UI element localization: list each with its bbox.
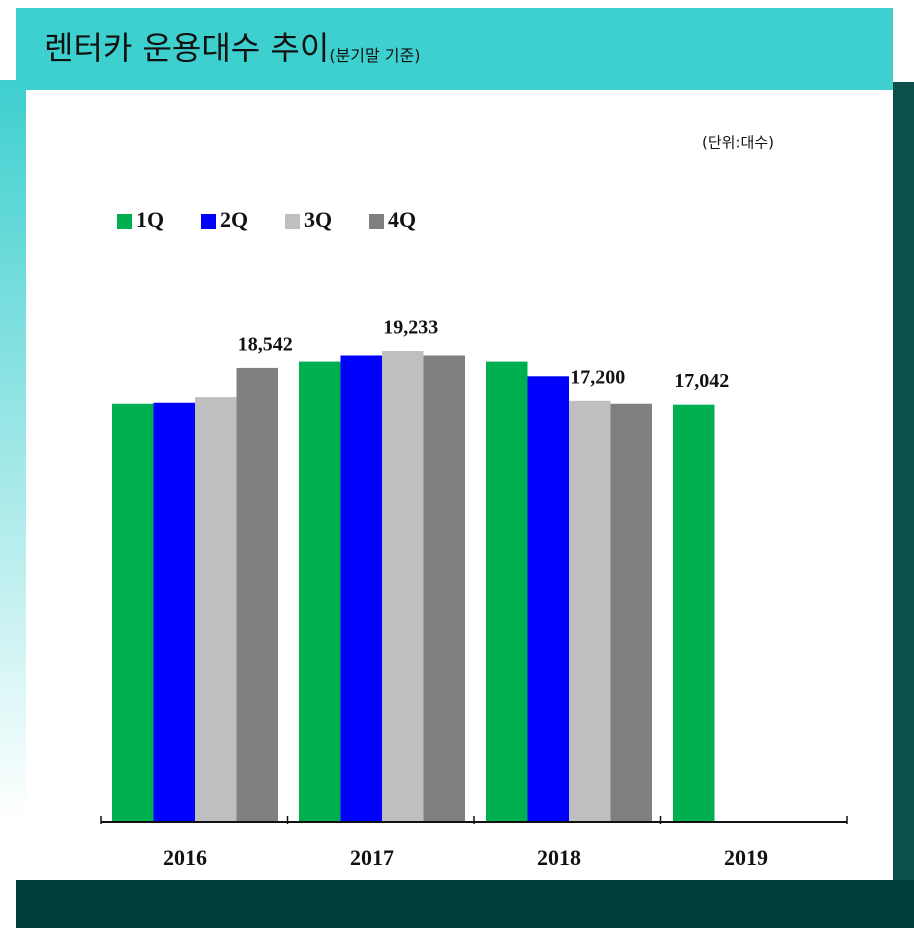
bar: [486, 361, 528, 822]
bottom-band: [16, 880, 914, 928]
bar: [610, 403, 652, 822]
title-bar: [16, 8, 893, 90]
legend-label: 4Q: [388, 207, 416, 232]
data-label: 19,233: [383, 317, 438, 339]
x-tick-label: 2018: [537, 845, 581, 870]
bar: [236, 367, 278, 822]
bar: [195, 397, 237, 822]
x-tick-label: 2019: [724, 845, 768, 870]
bar: [527, 376, 569, 822]
legend-swatch: [201, 214, 216, 229]
data-label: 17,042: [674, 370, 729, 392]
legend-label: 2Q: [220, 207, 248, 232]
legend-swatch: [117, 214, 132, 229]
title-sub: (분기말 기준): [329, 46, 420, 65]
plot: 1Q 2Q 3Q 4Q 18,542 2016 19,233 2017 17,200 2018 17…: [100, 207, 848, 870]
legend-label: 1Q: [136, 207, 164, 232]
data-label: 17,200: [570, 366, 625, 388]
bar: [153, 402, 195, 822]
bar: [673, 404, 715, 822]
bar: [382, 351, 424, 822]
unit-label: (단위:대수): [702, 134, 774, 152]
data-label: 18,542: [238, 334, 293, 356]
bar: [569, 400, 611, 822]
legend-label: 3Q: [304, 207, 332, 232]
title: 렌터카 운용대수 추이(분기말 기준): [44, 29, 420, 67]
x-tick-label: 2016: [163, 845, 207, 870]
legend-swatch: [285, 214, 300, 229]
legend-swatch: [369, 214, 384, 229]
right-strip: [893, 82, 914, 882]
title-main: 렌터카 운용대수 추이: [44, 29, 329, 67]
bar: [340, 355, 382, 822]
bar: [423, 355, 465, 822]
left-strip: [0, 80, 26, 820]
x-tick-label: 2017: [350, 845, 394, 870]
bar: [112, 403, 154, 822]
bar: [299, 361, 341, 822]
